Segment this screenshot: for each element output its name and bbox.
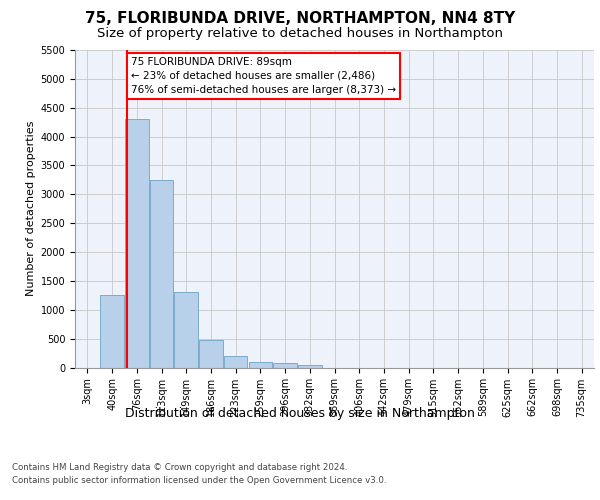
Bar	[199, 340, 223, 367]
Bar	[248, 362, 272, 368]
Bar	[224, 356, 247, 368]
Text: Contains HM Land Registry data © Crown copyright and database right 2024.: Contains HM Land Registry data © Crown c…	[12, 462, 347, 471]
Bar	[274, 363, 297, 368]
Y-axis label: Number of detached properties: Number of detached properties	[26, 121, 37, 296]
Bar	[150, 180, 173, 368]
Text: Size of property relative to detached houses in Northampton: Size of property relative to detached ho…	[97, 28, 503, 40]
Text: 75 FLORIBUNDA DRIVE: 89sqm
← 23% of detached houses are smaller (2,486)
76% of s: 75 FLORIBUNDA DRIVE: 89sqm ← 23% of deta…	[131, 57, 396, 95]
Bar	[100, 296, 124, 368]
Text: Contains public sector information licensed under the Open Government Licence v3: Contains public sector information licen…	[12, 476, 386, 485]
Bar	[175, 292, 198, 368]
Text: Distribution of detached houses by size in Northampton: Distribution of detached houses by size …	[125, 408, 475, 420]
Bar	[125, 120, 149, 368]
Text: 75, FLORIBUNDA DRIVE, NORTHAMPTON, NN4 8TY: 75, FLORIBUNDA DRIVE, NORTHAMPTON, NN4 8…	[85, 11, 515, 26]
Bar	[298, 364, 322, 368]
